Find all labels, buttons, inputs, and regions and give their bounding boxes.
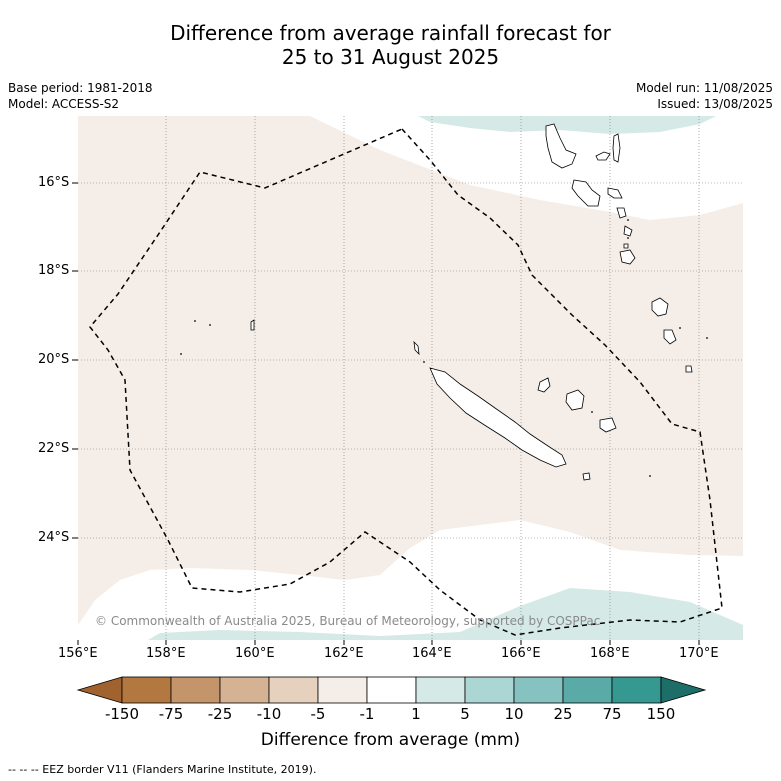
vanuatu-ambae xyxy=(595,151,611,161)
colorbar-swatch xyxy=(415,676,466,704)
loyalty-island-2 xyxy=(565,389,585,411)
colorbar-swatch xyxy=(170,676,221,704)
copyright-notice: © Commonwealth of Australia 2025, Bureau… xyxy=(95,614,601,628)
wet-anomaly-region-north xyxy=(418,116,716,134)
lat-label-20s: 20°S xyxy=(38,352,70,367)
belep-islands xyxy=(413,340,420,356)
colorbar-tick-label: 75 xyxy=(602,705,622,723)
matthew-island-2 xyxy=(663,329,677,345)
hunter-island xyxy=(685,365,693,373)
vanuatu-erromango xyxy=(623,225,633,237)
lat-label-18s: 18°S xyxy=(38,263,70,278)
vanuatu-efate xyxy=(616,207,627,219)
colorbar-tick-label: -150 xyxy=(104,705,140,723)
wet-anomaly-region-south xyxy=(148,588,743,640)
colorbar-swatch xyxy=(121,676,172,704)
colorbar-tick-label: 1 xyxy=(411,705,421,723)
colorbar-tick-label: 5 xyxy=(460,705,470,723)
colorbar-swatch xyxy=(513,676,564,704)
isle-of-pines xyxy=(582,472,591,481)
loyalty-island-1 xyxy=(537,377,551,393)
base-period: Base period: 1981-2018 xyxy=(8,81,153,95)
matthew-island-1 xyxy=(651,297,669,317)
colorbar-swatch xyxy=(219,676,270,704)
colorbar-tick-label: -10 xyxy=(256,705,282,723)
lat-label-22s: 22°S xyxy=(38,441,70,456)
lon-label-168e: 168°E xyxy=(590,646,630,661)
colorbar-tick-label: -5 xyxy=(310,705,326,723)
vanuatu-maewo xyxy=(612,133,621,163)
colorbar-arrow-high xyxy=(660,676,707,704)
chesterfield-island xyxy=(250,319,255,331)
axis-ticks xyxy=(72,182,700,645)
model-name: Model: ACCESS-S2 xyxy=(8,97,120,111)
vanuatu-aneityum xyxy=(623,243,629,249)
lon-label-160e: 160°E xyxy=(235,646,275,661)
issued-date: Issued: 13/08/2025 xyxy=(657,97,773,111)
colorbar-arrow-low xyxy=(76,676,123,704)
lat-label-16s: 16°S xyxy=(38,175,70,190)
small-islets xyxy=(180,219,708,477)
lon-label-162e: 162°E xyxy=(324,646,364,661)
vanuatu-tanna xyxy=(619,249,636,265)
map-title-line1: Difference from average rainfall forecas… xyxy=(170,21,611,45)
lon-label-166e: 166°E xyxy=(501,646,541,661)
vanuatu-pentecost xyxy=(607,187,623,199)
vanuatu-espiritu-santo xyxy=(545,123,577,169)
lon-label-158e: 158°E xyxy=(146,646,186,661)
lon-label-164e: 164°E xyxy=(412,646,452,661)
lon-label-156e: 156°E xyxy=(58,646,98,661)
map-area xyxy=(78,116,743,640)
map-title-line2: 25 to 31 August 2025 xyxy=(281,45,500,69)
dry-anomaly-region xyxy=(78,116,743,625)
colorbar-swatch xyxy=(464,676,515,704)
loyalty-island-3 xyxy=(599,417,617,433)
colorbar-tick-label: -25 xyxy=(207,705,233,723)
colorbar-tick-label: -1 xyxy=(359,705,375,723)
colorbar-tick-label: 25 xyxy=(553,705,573,723)
colorbar-tick-label: 10 xyxy=(504,705,524,723)
colorbar-swatch xyxy=(366,676,417,704)
colorbar-title: Difference from average (mm) xyxy=(260,730,521,750)
colorbar-swatch xyxy=(268,676,319,704)
colorbar-tick-label: -75 xyxy=(158,705,184,723)
new-caledonia-main-island xyxy=(429,367,567,468)
eez-footnote: -- -- -- EEZ border V11 (Flanders Marine… xyxy=(8,763,317,776)
colorbar-swatch xyxy=(562,676,613,704)
model-run: Model run: 11/08/2025 xyxy=(635,81,773,95)
colorbar-swatch xyxy=(317,676,368,704)
colorbar-tick-label: 150 xyxy=(646,705,676,723)
colorbar xyxy=(76,676,707,704)
vanuatu-malekula xyxy=(571,179,601,207)
colorbar-swatch xyxy=(611,676,662,704)
graticule xyxy=(78,116,743,640)
coastlines xyxy=(250,123,693,481)
eez-border xyxy=(89,128,723,636)
lon-label-170e: 170°E xyxy=(679,646,719,661)
lat-label-24s: 24°S xyxy=(38,530,70,545)
